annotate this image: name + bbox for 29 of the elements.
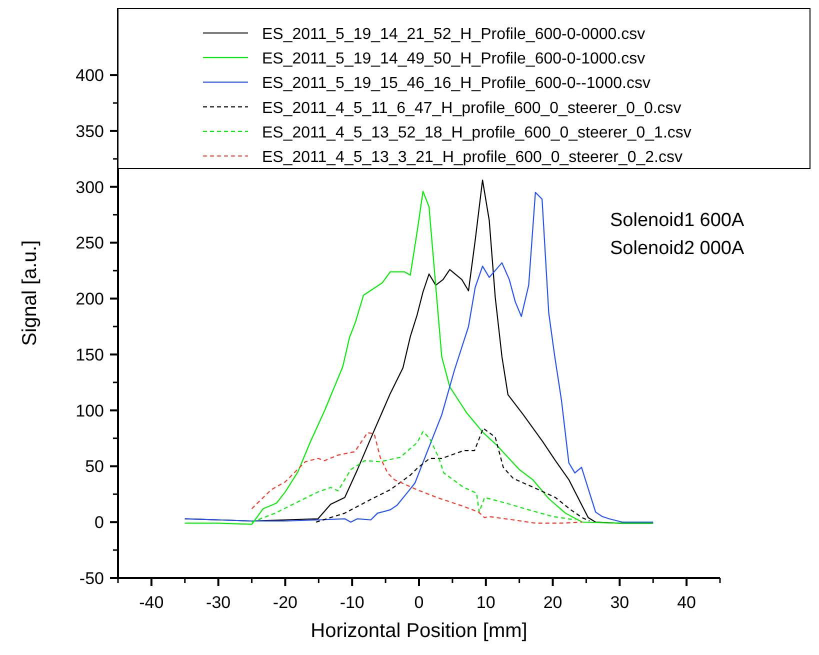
legend-label: ES_2011_5_19_15_46_16_H_Profile_600-0--1000.csv bbox=[262, 75, 650, 92]
x-tick-label: 20 bbox=[543, 593, 562, 612]
y-tick-label: -50 bbox=[79, 569, 104, 588]
legend-label: ES_2011_5_19_14_21_52_H_Profile_600-0-0000.csv bbox=[262, 26, 646, 43]
legend-label: ES_2011_4_5_13_52_18_H_profile_600_0_steerer_0_1.csv bbox=[262, 124, 692, 142]
x-tick-label: 0 bbox=[414, 593, 424, 612]
annotation: Solenoid1 600A bbox=[610, 210, 744, 231]
legend-label: ES_2011_4_5_13_3_21_H_profile_600_0_steerer_0_2.csv bbox=[262, 149, 682, 166]
y-tick-label: 150 bbox=[76, 345, 104, 364]
y-tick-label: 200 bbox=[76, 290, 104, 309]
x-tick-label: 40 bbox=[677, 593, 696, 612]
y-tick-label: 50 bbox=[85, 457, 104, 476]
y-tick-label: 350 bbox=[76, 122, 104, 141]
x-tick-label: -40 bbox=[139, 593, 164, 612]
x-tick-label: -10 bbox=[340, 593, 364, 612]
x-tick-label: -30 bbox=[206, 593, 231, 612]
y-tick-label: 250 bbox=[76, 234, 104, 253]
y-tick-label: 0 bbox=[94, 513, 104, 532]
x-tick-label: -20 bbox=[272, 593, 298, 612]
x-tick-label: 10 bbox=[476, 593, 496, 612]
x-tick-label: 30 bbox=[610, 593, 630, 612]
legend-label: ES_2011_4_5_11_6_47_H_profile_600_0_steerer_0_0.csv bbox=[262, 100, 682, 117]
y-tick-label: 400 bbox=[76, 66, 104, 86]
x-axis-title: Horizontal Position [mm] bbox=[310, 620, 528, 642]
y-tick-label: 100 bbox=[76, 401, 104, 420]
y-axis-title: Signal [a.u.] bbox=[19, 240, 41, 346]
y-tick-label: 300 bbox=[76, 178, 104, 197]
annotation: Solenoid2 000A bbox=[610, 238, 744, 259]
legend-label: ES_2011_5_19_14_49_50_H_Profile_600-0-1000.csv bbox=[262, 50, 646, 68]
